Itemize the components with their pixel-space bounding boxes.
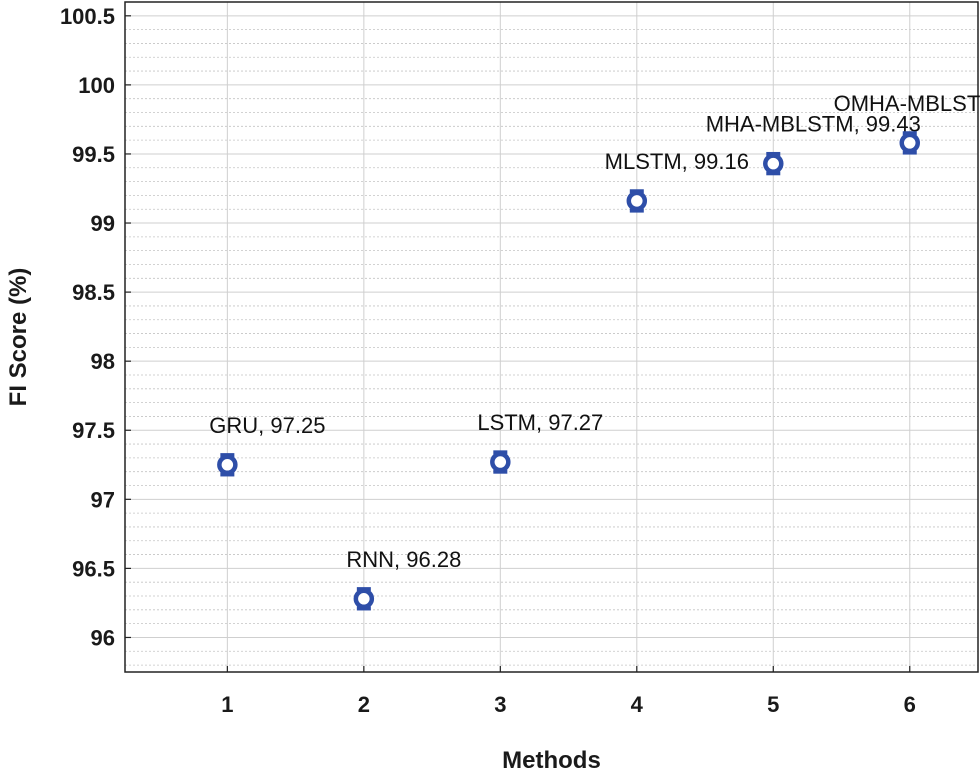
point-label: OMHA-MBLSTM, 99.58 <box>834 91 980 116</box>
grid <box>125 1 978 672</box>
point-marker <box>763 153 784 174</box>
data-point: MHA-MBLSTM, 99.43 <box>706 112 921 176</box>
data-point: RNN, 96.28 <box>346 547 461 611</box>
point-marker <box>490 451 511 473</box>
point-label: MLSTM, 99.16 <box>605 149 749 174</box>
x-axis-title: Methods <box>502 747 601 774</box>
y-tick-label: 97 <box>91 487 115 512</box>
y-tick-label: 98.5 <box>72 280 115 305</box>
y-tick-label: 99.5 <box>72 142 115 167</box>
x-tick-label: 4 <box>631 692 644 717</box>
y-axis-ticks: 96 96.5 97 97.5 98 98.5 99 99.5 100 100.5 <box>60 4 131 650</box>
point-marker <box>899 132 921 154</box>
x-tick-label: 2 <box>358 692 370 717</box>
y-tick-label: 96.5 <box>72 556 115 581</box>
y-tick-label: 98 <box>91 349 115 374</box>
y-tick-label: 100.5 <box>60 4 115 29</box>
y-axis-title: FI Score (%) <box>5 268 32 407</box>
data-point: LSTM, 97.27 <box>477 410 603 474</box>
x-tick-label: 1 <box>221 692 233 717</box>
point-label: LSTM, 97.27 <box>477 410 603 435</box>
point-marker <box>217 454 238 476</box>
x-axis-ticks: 1 2 3 4 5 6 <box>221 666 916 717</box>
y-tick-label: 100 <box>78 73 115 98</box>
plot-frame <box>124 1 979 673</box>
data-points: GRU, 97.25 RNN, 96.28 LSTM, 97.27 MLSTM, 99… <box>209 91 980 611</box>
point-marker <box>626 190 648 212</box>
point-label: RNN, 96.28 <box>346 547 461 572</box>
data-point: MLSTM, 99.16 <box>605 149 749 213</box>
x-tick-label: 6 <box>904 692 916 717</box>
y-tick-label: 97.5 <box>72 418 115 443</box>
point-label: MHA-MBLSTM, 99.43 <box>706 112 921 137</box>
x-tick-label: 5 <box>767 692 779 717</box>
point-marker <box>353 588 375 610</box>
point-label: GRU, 97.25 <box>209 413 325 438</box>
y-tick-label: 99 <box>91 211 115 236</box>
data-point: GRU, 97.25 <box>209 413 325 477</box>
y-tick-label: 96 <box>91 625 115 650</box>
x-tick-label: 3 <box>494 692 506 717</box>
data-point: OMHA-MBLSTM, 99.58 <box>834 91 980 155</box>
